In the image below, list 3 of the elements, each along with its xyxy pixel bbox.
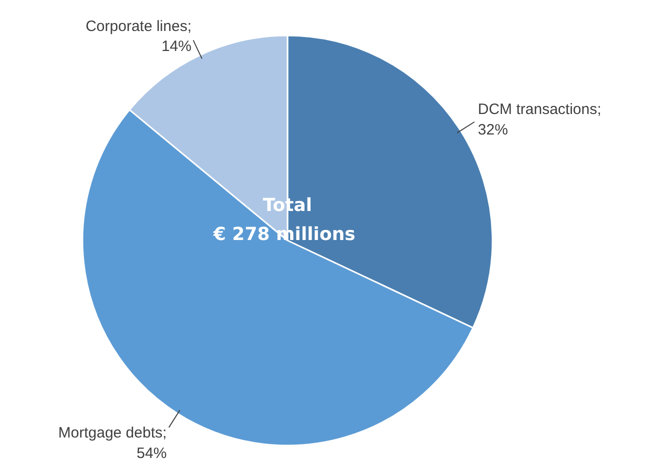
slice-label: Mortgage debts; 54% — [58, 424, 167, 462]
slice-label: Corporate lines; 14% — [86, 18, 192, 56]
slice-label: DCM transactions; 32% — [478, 100, 602, 138]
